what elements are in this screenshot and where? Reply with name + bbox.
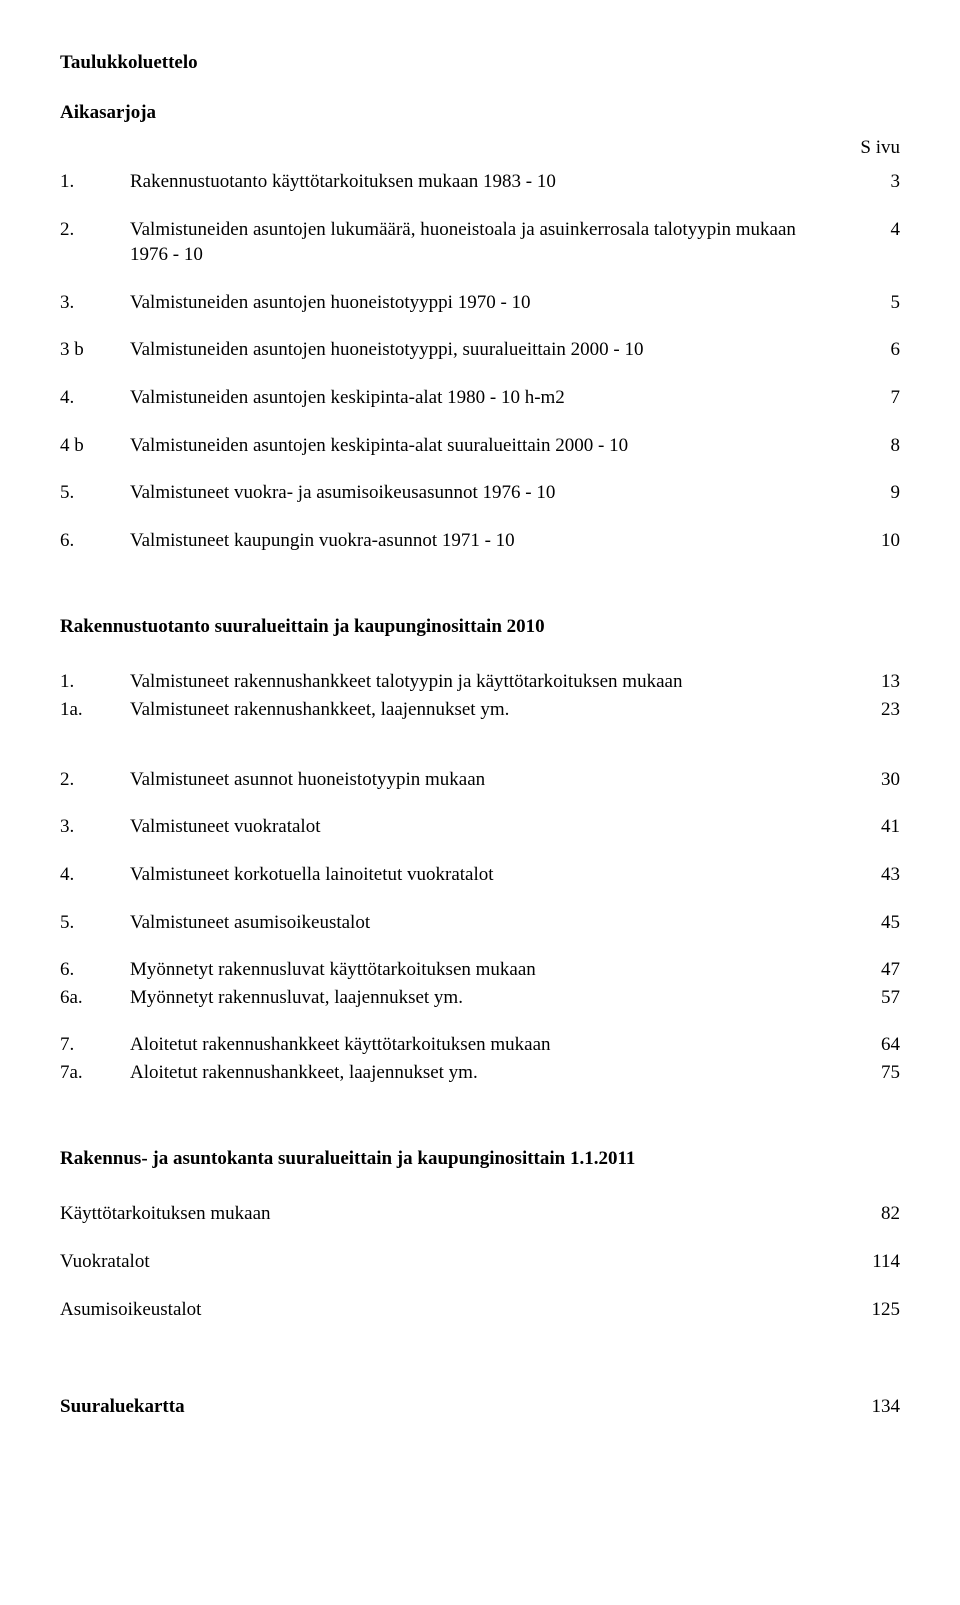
- toc-row: 3 b Valmistuneiden asuntojen huoneistoty…: [60, 337, 900, 363]
- toc-page: 3: [840, 169, 900, 195]
- toc-row: 4. Valmistuneet korkotuella lainoitetut …: [60, 862, 900, 888]
- section-c-title: Rakennus- ja asuntokanta suuralueittain …: [60, 1146, 900, 1172]
- toc-page: 4: [840, 217, 900, 243]
- toc-number: 5.: [60, 480, 130, 506]
- toc-row: 6. Myönnetyt rakennusluvat käyttötarkoit…: [60, 957, 900, 983]
- toc-number: 6.: [60, 528, 130, 554]
- toc-number: 3.: [60, 290, 130, 316]
- toc-text: Valmistuneet kaupungin vuokra-asunnot 19…: [130, 528, 840, 554]
- toc-page: 43: [840, 862, 900, 888]
- toc-number: 1.: [60, 669, 130, 695]
- toc-row: Suuraluekartta 134: [60, 1394, 900, 1420]
- document-title: Taulukkoluettelo: [60, 50, 900, 76]
- toc-text: Valmistuneiden asuntojen huoneistotyyppi…: [130, 290, 840, 316]
- footer-map-label: Suuraluekartta: [60, 1394, 840, 1420]
- toc-row: Vuokratalot 114: [60, 1249, 900, 1275]
- toc-page: 47: [840, 957, 900, 983]
- toc-text: Myönnetyt rakennusluvat, laajennukset ym…: [130, 985, 840, 1011]
- toc-page: 6: [840, 337, 900, 363]
- toc-page: 7: [840, 385, 900, 411]
- toc-page: 41: [840, 814, 900, 840]
- toc-page: 8: [840, 433, 900, 459]
- toc-text: Aloitetut rakennushankkeet, laajennukset…: [130, 1060, 840, 1086]
- toc-page: 57: [840, 985, 900, 1011]
- toc-number: 3 b: [60, 337, 130, 363]
- toc-number: 4.: [60, 385, 130, 411]
- toc-text: Asumisoikeustalot: [60, 1297, 840, 1323]
- toc-page: 82: [840, 1201, 900, 1227]
- toc-page: 13: [840, 669, 900, 695]
- toc-text: Valmistuneet rakennushankkeet, laajennuk…: [130, 697, 840, 723]
- toc-text: Valmistuneet korkotuella lainoitetut vuo…: [130, 862, 840, 888]
- toc-row: Asumisoikeustalot 125: [60, 1297, 900, 1323]
- section-b-title: Rakennustuotanto suuralueittain ja kaupu…: [60, 614, 900, 640]
- toc-text: Valmistuneiden asuntojen lukumäärä, huon…: [130, 217, 840, 268]
- toc-number: 4.: [60, 862, 130, 888]
- toc-number: 2.: [60, 217, 130, 243]
- toc-row: 5. Valmistuneet vuokra- ja asumisoikeusa…: [60, 480, 900, 506]
- document-subtitle: Aikasarjoja: [60, 100, 900, 126]
- toc-page: 10: [840, 528, 900, 554]
- toc-number: 7.: [60, 1032, 130, 1058]
- toc-page: 45: [840, 910, 900, 936]
- toc-page: 125: [840, 1297, 900, 1323]
- toc-page: 114: [840, 1249, 900, 1275]
- toc-text: Valmistuneiden asuntojen keskipinta-alat…: [130, 433, 840, 459]
- toc-row: 3. Valmistuneet vuokratalot 41: [60, 814, 900, 840]
- toc-text: Valmistuneet asumisoikeustalot: [130, 910, 840, 936]
- toc-page: 64: [840, 1032, 900, 1058]
- toc-number: 1.: [60, 169, 130, 195]
- toc-text: Myönnetyt rakennusluvat käyttötarkoituks…: [130, 957, 840, 983]
- toc-page: 9: [840, 480, 900, 506]
- toc-text: Valmistuneet rakennushankkeet talotyypin…: [130, 669, 840, 695]
- toc-text: Vuokratalot: [60, 1249, 840, 1275]
- toc-text: Valmistuneet vuokra- ja asumisoikeusasun…: [130, 480, 840, 506]
- toc-number: 4 b: [60, 433, 130, 459]
- toc-row: 7a. Aloitetut rakennushankkeet, laajennu…: [60, 1060, 900, 1086]
- toc-row: 4. Valmistuneiden asuntojen keskipinta-a…: [60, 385, 900, 411]
- toc-number: 2.: [60, 767, 130, 793]
- toc-row: 4 b Valmistuneiden asuntojen keskipinta-…: [60, 433, 900, 459]
- toc-text: Käyttötarkoituksen mukaan: [60, 1201, 840, 1227]
- toc-text: Rakennustuotanto käyttötarkoituksen muka…: [130, 169, 840, 195]
- page-column-header: S ivu: [60, 135, 900, 161]
- toc-row: 1. Valmistuneet rakennushankkeet talotyy…: [60, 669, 900, 695]
- toc-text: Aloitetut rakennushankkeet käyttötarkoit…: [130, 1032, 840, 1058]
- toc-row: 2. Valmistuneet asunnot huoneistotyypin …: [60, 767, 900, 793]
- toc-number: 1a.: [60, 697, 130, 723]
- toc-text: Valmistuneiden asuntojen keskipinta-alat…: [130, 385, 840, 411]
- toc-row: 1a. Valmistuneet rakennushankkeet, laaje…: [60, 697, 900, 723]
- toc-row: Käyttötarkoituksen mukaan 82: [60, 1201, 900, 1227]
- toc-page: 5: [840, 290, 900, 316]
- toc-page: 23: [840, 697, 900, 723]
- toc-page: 134: [840, 1394, 900, 1420]
- toc-row: 7. Aloitetut rakennushankkeet käyttötark…: [60, 1032, 900, 1058]
- toc-page: 30: [840, 767, 900, 793]
- toc-number: 6.: [60, 957, 130, 983]
- toc-row: 1. Rakennustuotanto käyttötarkoituksen m…: [60, 169, 900, 195]
- toc-row: 5. Valmistuneet asumisoikeustalot 45: [60, 910, 900, 936]
- toc-number: 5.: [60, 910, 130, 936]
- toc-text: Valmistuneet asunnot huoneistotyypin muk…: [130, 767, 840, 793]
- toc-number: 6a.: [60, 985, 130, 1011]
- toc-number: 7a.: [60, 1060, 130, 1086]
- toc-page: 75: [840, 1060, 900, 1086]
- toc-row: 6. Valmistuneet kaupungin vuokra-asunnot…: [60, 528, 900, 554]
- toc-row: 6a. Myönnetyt rakennusluvat, laajennukse…: [60, 985, 900, 1011]
- toc-number: 3.: [60, 814, 130, 840]
- toc-row: 3. Valmistuneiden asuntojen huoneistotyy…: [60, 290, 900, 316]
- toc-row: 2. Valmistuneiden asuntojen lukumäärä, h…: [60, 217, 900, 268]
- toc-text: Valmistuneet vuokratalot: [130, 814, 840, 840]
- toc-text: Valmistuneiden asuntojen huoneistotyyppi…: [130, 337, 840, 363]
